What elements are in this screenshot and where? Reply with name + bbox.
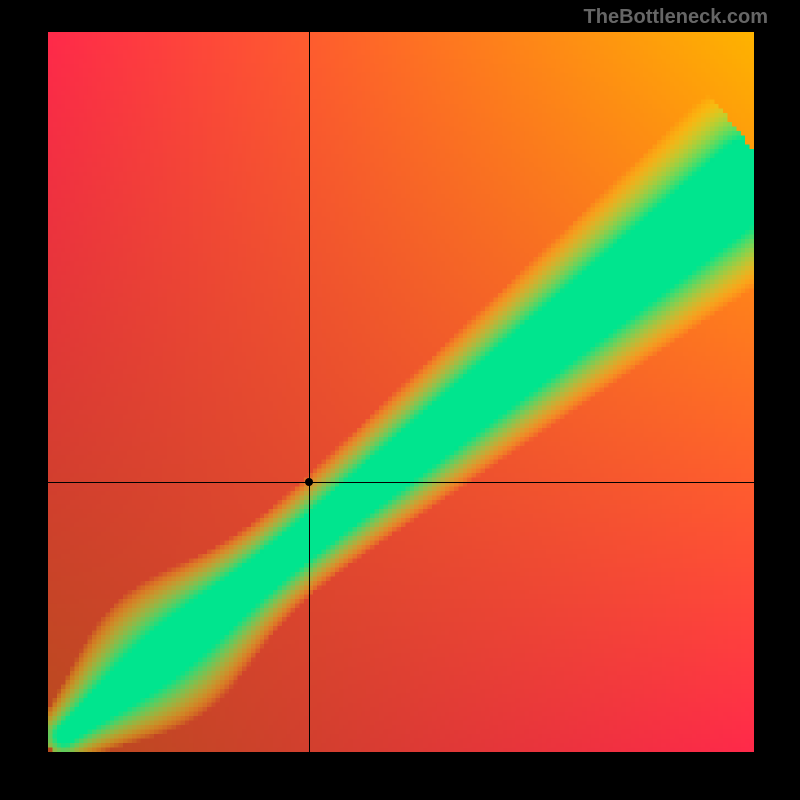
heatmap-canvas	[48, 32, 754, 752]
heatmap-plot-area	[48, 32, 754, 752]
watermark-text: TheBottleneck.com	[584, 6, 768, 29]
crosshair-vertical	[309, 32, 310, 752]
crosshair-marker	[305, 478, 313, 486]
crosshair-horizontal	[48, 482, 754, 483]
